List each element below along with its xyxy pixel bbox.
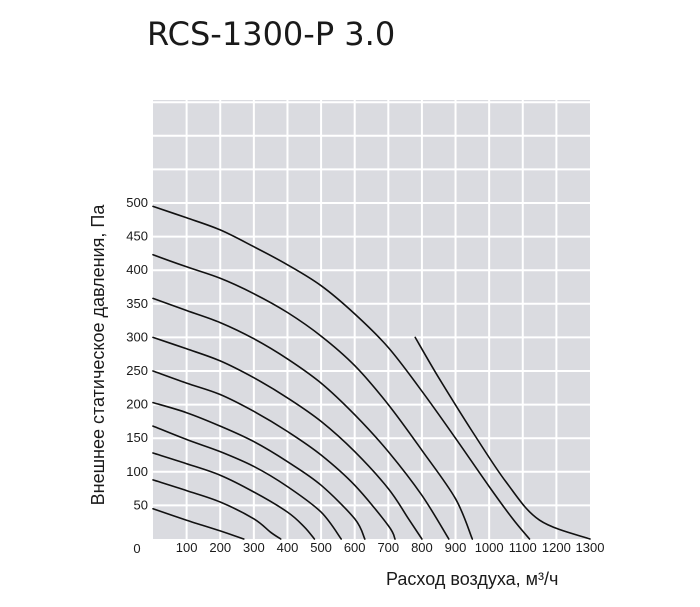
- x-axis-label: Расход воздуха, м³/ч: [386, 569, 558, 589]
- pressure-curve-7: [152, 336, 423, 540]
- y-axis-label: Внешнее статическое давления, Па: [88, 204, 108, 506]
- pressure-curve-9: [152, 253, 474, 540]
- x-tick-label: 0: [133, 541, 140, 556]
- x-tick-label: 1100: [509, 540, 537, 555]
- pressure-curve-6: [152, 370, 396, 540]
- pressure-curve-10: [152, 205, 531, 540]
- plot-background: [153, 100, 590, 539]
- chart-title: RCS-1300-P 3.0: [147, 15, 395, 53]
- x-tick-label: 1300: [576, 540, 605, 555]
- x-tick-label: 1200: [542, 540, 571, 555]
- y-tick-label: 100: [126, 464, 148, 479]
- y-tick-label: 50: [134, 497, 148, 512]
- y-tick-labels: 50 100 150 200 250 300 350 400 450 500: [126, 195, 148, 512]
- y-tick-label: 400: [126, 262, 148, 277]
- x-tick-label: 300: [243, 540, 265, 555]
- x-tick-label: 900: [445, 540, 467, 555]
- x-tick-labels: 0 100 200 300 400 500 600 700 800 900 1000 1100 1200…: [133, 540, 604, 556]
- pressure-curve-1: [152, 508, 245, 540]
- pressure-curve-5: [152, 401, 366, 540]
- pressure-curves: [152, 205, 591, 540]
- pressure-curve-11: [414, 336, 591, 540]
- x-tick-label: 100: [176, 540, 198, 555]
- pressure-curve-2: [152, 479, 282, 540]
- y-tick-label: 200: [126, 397, 148, 412]
- x-tick-label: 400: [277, 540, 299, 555]
- y-tick-label: 500: [126, 195, 148, 210]
- pressure-curve-4: [152, 425, 342, 540]
- pressure-curve-3: [152, 452, 316, 540]
- pressure-curve-8: [152, 297, 450, 540]
- y-tick-label: 150: [126, 430, 148, 445]
- y-tick-label: 300: [126, 329, 148, 344]
- x-tick-label: 600: [344, 540, 366, 555]
- y-tick-label: 350: [126, 296, 148, 311]
- x-tick-label: 500: [310, 540, 332, 555]
- x-tick-label: 800: [411, 540, 433, 555]
- x-tick-label: 1000: [475, 540, 504, 555]
- x-tick-label: 700: [377, 540, 399, 555]
- y-tick-label: 450: [126, 229, 148, 244]
- y-tick-label: 250: [126, 363, 148, 378]
- x-tick-label: 200: [209, 540, 231, 555]
